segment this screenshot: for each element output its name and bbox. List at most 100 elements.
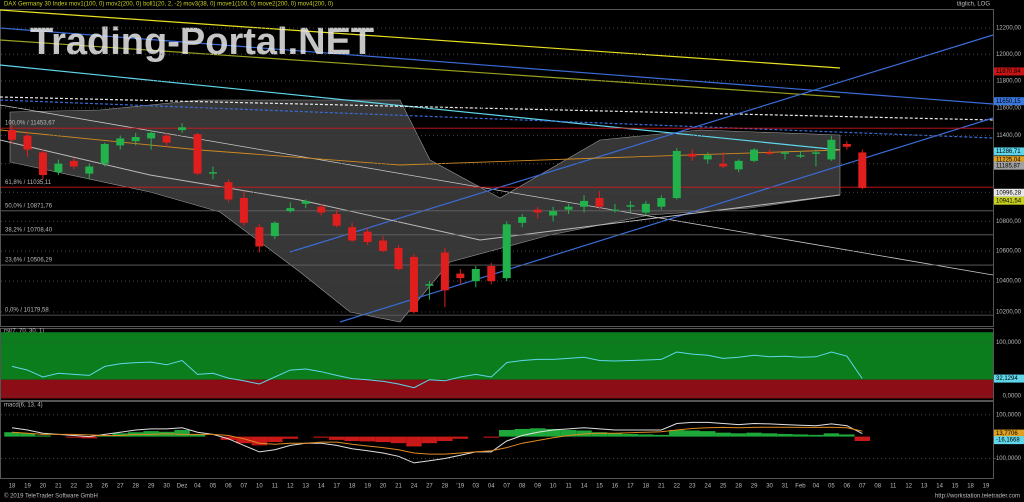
candle-body	[193, 134, 202, 174]
x-tick-label: 10	[256, 484, 263, 490]
macd-bar	[638, 434, 654, 437]
x-tick-label: Dez	[177, 484, 188, 490]
macd-bar	[699, 431, 716, 437]
x-tick-label: 04	[813, 484, 820, 490]
fib-label: 0,0% / 10179,58	[5, 308, 49, 314]
x-tick-label: 16	[612, 484, 619, 490]
macd-bar	[560, 430, 577, 437]
macd-bar	[653, 434, 670, 437]
candle-body	[379, 240, 388, 251]
candle-body	[85, 166, 94, 174]
price-tag	[994, 374, 1024, 383]
macd-bar	[839, 434, 855, 437]
macd-bar	[4, 432, 20, 437]
macd-bar	[66, 436, 82, 438]
mode-label: täglich, LOG	[957, 2, 991, 8]
price-tag	[994, 188, 1024, 197]
price-panel	[0, 9, 994, 327]
macd-bar	[267, 436, 283, 443]
macd-bar	[607, 433, 623, 437]
macd-bar	[499, 430, 515, 437]
x-tick-label: 22	[673, 484, 680, 490]
candle-body	[131, 137, 140, 142]
x-tick-label: 06	[225, 484, 232, 490]
candle-body	[162, 135, 171, 143]
x-tick-label: 15	[596, 484, 603, 490]
candle-body	[208, 172, 217, 174]
x-tick-label: 03	[472, 484, 479, 490]
candle-body	[239, 198, 248, 223]
trend-line	[0, 96, 994, 121]
macd-bar	[81, 436, 98, 439]
candle-body	[858, 152, 867, 188]
y-tick-label: 12200,00	[996, 26, 1022, 32]
x-tick-label: 18	[9, 484, 16, 490]
x-tick-label: 23	[86, 484, 93, 490]
x-tick-label: 11	[272, 484, 279, 490]
x-tick-label: 28	[735, 484, 742, 490]
macd-bar	[143, 431, 159, 437]
macd-line	[11, 426, 863, 455]
x-tick-label: 18	[349, 484, 356, 490]
macd-bar	[669, 430, 685, 437]
x-axis-band	[0, 480, 1024, 491]
macd-bar	[622, 433, 639, 437]
fib-label: 61,8% / 11035,11	[5, 180, 52, 186]
price-tag-label: 10996,28	[996, 190, 1022, 196]
x-tick-label: 14	[936, 484, 943, 490]
x-tick-label: 18	[967, 484, 974, 490]
candle-body	[827, 139, 836, 160]
macd-bar	[189, 434, 206, 437]
x-tick-label: 25	[720, 484, 727, 490]
x-tick-label: 14	[318, 484, 325, 490]
x-tick-label: 31	[782, 484, 789, 490]
x-tick-label: 04	[488, 484, 495, 490]
candle-body	[842, 143, 851, 147]
y-tick-label: 11800,00	[996, 79, 1021, 85]
macd-bar	[236, 436, 252, 444]
candle-body	[672, 150, 681, 199]
candle-body	[425, 284, 434, 286]
x-tick-label: 09	[534, 484, 541, 490]
candle-body	[641, 203, 650, 213]
trend-line	[0, 99, 994, 139]
macd-bar	[437, 436, 453, 441]
candle-body	[363, 231, 372, 243]
x-tick-label: 26	[101, 484, 108, 490]
price-tag	[994, 436, 1024, 445]
candle-body	[224, 182, 233, 200]
url: http://workstation.teletrader.com	[935, 494, 1020, 500]
rsi-panel	[0, 328, 994, 401]
candle-body	[811, 152, 820, 154]
fib-label: 23,6% / 10506,29	[5, 258, 53, 264]
x-tick-label: 21	[395, 484, 402, 490]
candle-body	[147, 132, 156, 139]
x-tick-label: 19	[24, 484, 31, 490]
macd-bar	[375, 436, 391, 443]
macd-bar	[328, 436, 345, 440]
x-tick-label: 17	[627, 484, 634, 490]
candle-body	[456, 273, 465, 279]
candle-body	[657, 198, 666, 207]
candle-body	[270, 222, 279, 237]
candle-body	[549, 211, 558, 216]
y-tick-label: 100,0000	[996, 340, 1022, 346]
moving-average	[0, 9, 841, 69]
fib-label: 38,2% / 10708,40	[5, 227, 53, 233]
candle-body	[116, 138, 125, 146]
price-tag	[994, 429, 1024, 438]
macd-bar	[730, 433, 747, 437]
macd-bar	[344, 436, 360, 441]
x-tick-label: 22	[70, 484, 77, 490]
x-tick-label: 13	[302, 484, 309, 490]
fib-label: 100,0% / 11453,67	[5, 121, 56, 127]
x-tick-label: 20	[380, 484, 387, 490]
macd-panel	[0, 401, 994, 479]
macd-bar	[220, 436, 237, 440]
x-tick-label: 07	[859, 484, 866, 490]
y-tick-label: 11400,00	[996, 133, 1021, 139]
x-tick-label: 29	[148, 484, 155, 490]
candle-body	[502, 224, 511, 279]
candle-body	[487, 265, 496, 282]
